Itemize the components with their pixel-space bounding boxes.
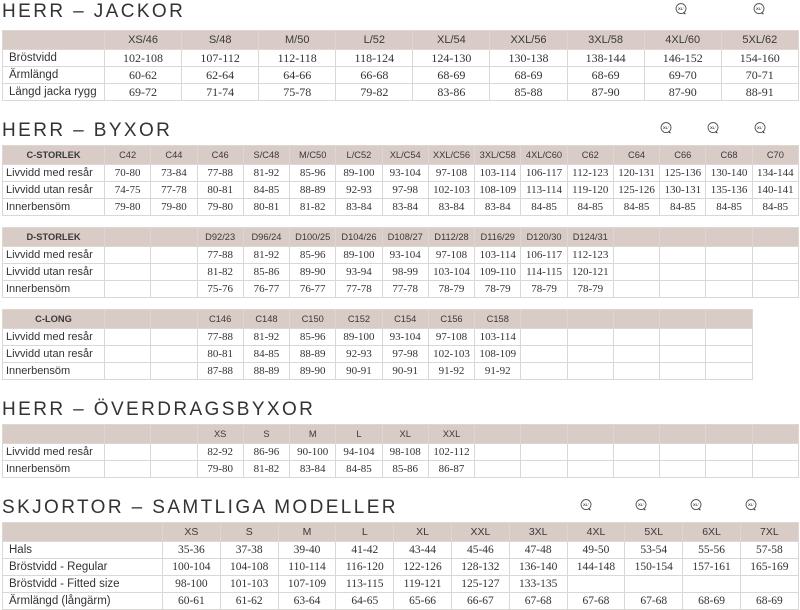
svg-text:XL': XL' bbox=[748, 502, 754, 507]
svg-text:XL': XL' bbox=[693, 502, 699, 507]
svg-text:XL': XL' bbox=[678, 6, 684, 11]
svg-text:XL': XL' bbox=[710, 125, 716, 130]
svg-text:XL': XL' bbox=[583, 502, 589, 507]
svg-text:XL': XL' bbox=[756, 6, 762, 11]
svg-text:XL': XL' bbox=[757, 125, 763, 130]
svg-text:XL': XL' bbox=[663, 125, 669, 130]
svg-text:XL': XL' bbox=[638, 502, 644, 507]
